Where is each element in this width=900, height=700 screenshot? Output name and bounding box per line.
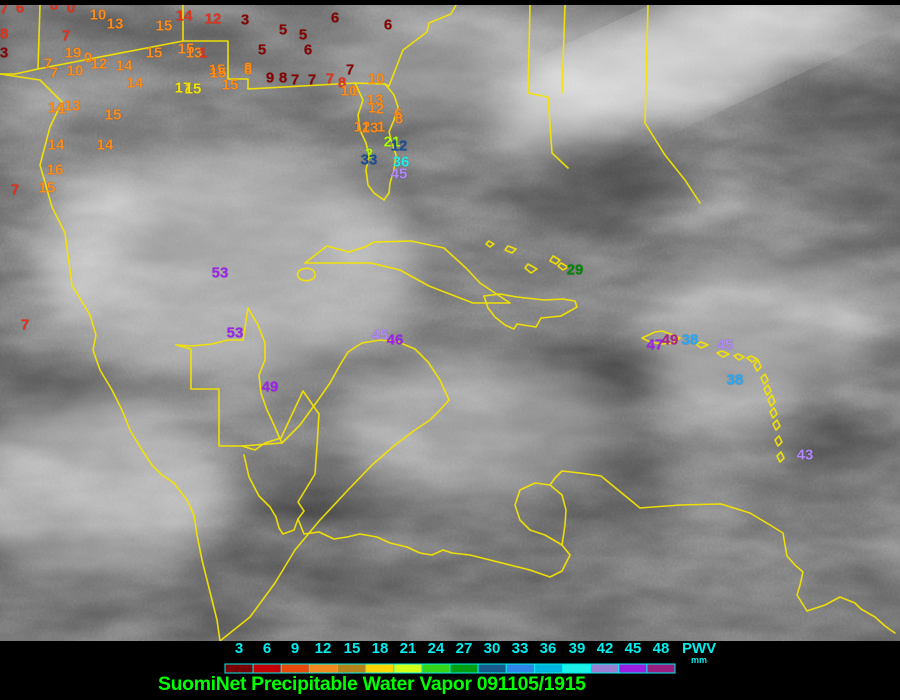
svg-text:39: 39	[569, 641, 586, 657]
svg-text:30: 30	[484, 641, 501, 657]
svg-text:48: 48	[653, 641, 670, 657]
svg-text:12: 12	[315, 641, 332, 657]
svg-text:15: 15	[344, 641, 361, 657]
svg-text:24: 24	[428, 641, 445, 657]
svg-text:3: 3	[235, 641, 243, 657]
svg-text:21: 21	[400, 641, 417, 657]
svg-text:33: 33	[512, 641, 529, 657]
svg-text:mm: mm	[691, 655, 707, 665]
svg-text:9: 9	[291, 641, 299, 657]
svg-text:6: 6	[263, 641, 271, 657]
svg-text:SuomiNet Precipitable Water Va: SuomiNet Precipitable Water Vapor 091105…	[158, 673, 586, 695]
svg-text:36: 36	[540, 641, 557, 657]
svg-text:42: 42	[597, 641, 614, 657]
svg-text:45: 45	[625, 641, 642, 657]
svg-text:27: 27	[456, 641, 473, 657]
svg-text:18: 18	[372, 641, 389, 657]
